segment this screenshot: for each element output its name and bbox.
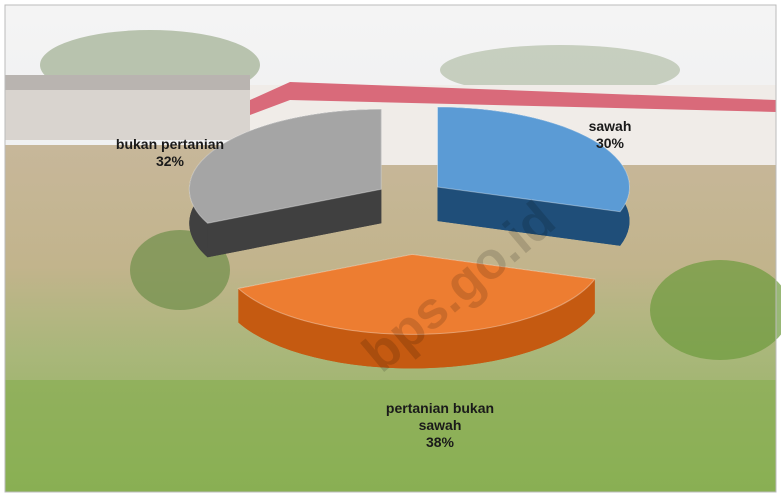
slice-label: sawah 30% xyxy=(560,118,660,152)
value-label: 38% xyxy=(425,434,455,450)
pie-slice xyxy=(237,253,596,369)
slice-cut-face xyxy=(437,187,621,246)
slice-wall xyxy=(238,279,595,369)
category-label: sawah xyxy=(588,118,632,134)
slice-top xyxy=(237,253,596,335)
slice-cut-face xyxy=(207,189,382,258)
slice-top xyxy=(188,108,382,224)
pie-slice xyxy=(437,106,630,246)
pie-slice xyxy=(188,108,382,258)
slice-label: pertanian bukan sawah 38% xyxy=(365,400,515,451)
slice-top xyxy=(437,106,630,213)
value-label: 32% xyxy=(155,153,185,169)
value-label: 30% xyxy=(595,135,625,151)
slice-label: bukan pertanian 32% xyxy=(95,136,245,170)
pie xyxy=(188,106,630,369)
category-label: bukan pertanian xyxy=(115,136,225,152)
category-label: pertanian bukan sawah xyxy=(385,400,495,433)
